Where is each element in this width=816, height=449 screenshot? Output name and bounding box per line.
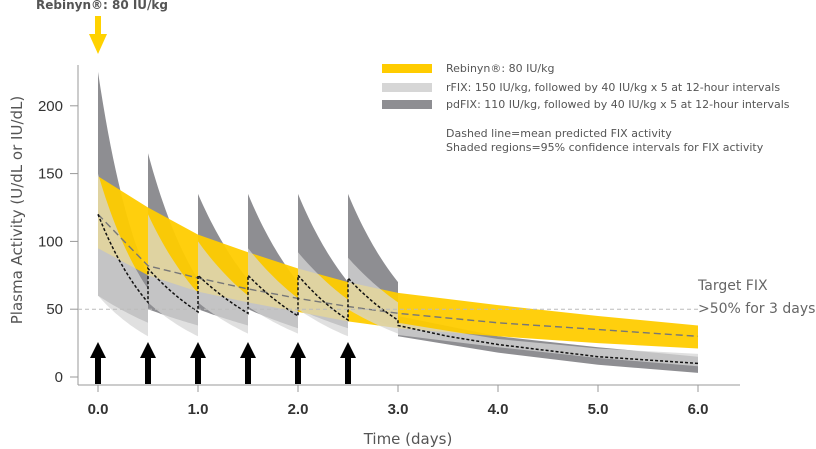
axes [77,65,740,386]
legend-label-rfix: rFIX: 150 IU/kg, followed by 40 IU/kg x … [446,81,780,94]
dose-time-arrow [190,342,206,384]
rfix-band-segment [298,252,348,337]
x-tick-labels: 0.0 1.0 2.0 3.0 4.0 5.0 6.0 [88,385,709,418]
legend-swatch-rebinyn [382,64,432,73]
x-tick-label: 4.0 [488,401,509,418]
dose-time-arrow [140,342,156,384]
dose-arrow-icon [89,16,107,54]
rfix-band-tail [398,302,698,367]
dose-time-arrow [290,342,306,384]
dose-label: Rebinyn®: 80 IU/kg [36,0,168,12]
dose-arrows [90,342,356,384]
dose-time-arrow [90,342,106,384]
y-tick-label: 150 [38,166,63,183]
legend-swatch-rfix [382,83,432,92]
note-dashed-line: Dashed line=mean predicted FIX activity [446,127,672,140]
x-tick-label: 2.0 [288,401,309,418]
rfix-band-segment [348,257,398,334]
dose-time-arrow [340,342,356,384]
y-axis-title: Plasma Activity (U/dL or IU/dL) [8,96,26,325]
rfix-band-segment [198,241,248,334]
y-tick-label: 0 [55,369,63,386]
y-tick-label: 50 [46,301,63,318]
dose-time-arrow [240,342,256,384]
target-label-line1: Target FIX [697,278,768,294]
mean-lines [97,213,699,365]
x-tick-label: 3.0 [388,401,409,418]
legend: Rebinyn®: 80 IU/kg rFIX: 150 IU/kg, foll… [382,62,790,111]
x-tick-label: 6.0 [688,401,709,418]
y-tick-labels: 0 50 100 150 200 [38,98,78,386]
y-tick-label: 100 [38,233,63,250]
note-shaded-regions: Shaded regions=95% confidence intervals … [446,141,764,154]
x-tick-label: 0.0 [88,401,109,418]
confidence-bands [98,71,698,373]
rfix-band-segment [98,173,148,337]
x-axis-title: Time (days) [363,430,453,448]
rfix-band-segment [248,248,298,334]
target-label-line2: >50% for 3 days [698,301,815,317]
legend-label-pdfix: pdFIX: 110 IU/kg, followed by 40 IU/kg x… [446,98,790,111]
rfix-band-segment [148,214,198,337]
factor-ix-mean-line [97,214,699,365]
rebinyn-mean-line [97,213,699,337]
legend-swatch-pdfix [382,100,432,109]
x-tick-label: 1.0 [188,401,209,418]
x-tick-label: 5.0 [588,401,609,418]
legend-label-rebinyn: Rebinyn®: 80 IU/kg [446,62,554,75]
y-tick-label: 200 [38,98,63,115]
